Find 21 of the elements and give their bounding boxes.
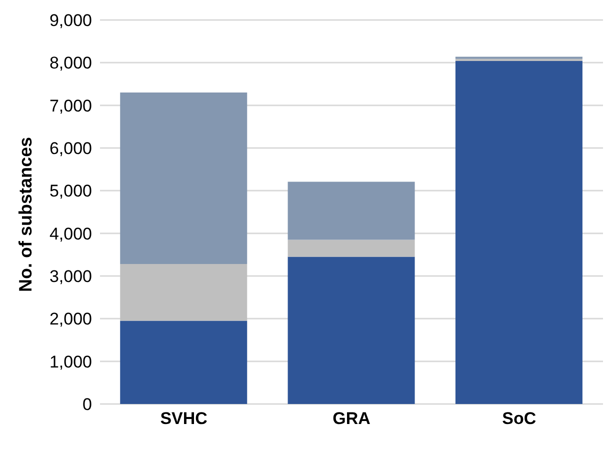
- y-tick-label: 2,000: [49, 310, 92, 329]
- y-tick-label: 5,000: [49, 182, 92, 201]
- y-tick-label: 9,000: [49, 11, 92, 30]
- y-tick-label: 7,000: [49, 96, 92, 116]
- y-tick-label: 6,000: [49, 139, 92, 158]
- y-axis-title: No. of substances: [15, 136, 36, 292]
- x-tick-label: SVHC: [160, 409, 208, 428]
- bar: [288, 240, 415, 257]
- bar: [120, 320, 248, 404]
- bar: [288, 182, 415, 240]
- y-tick-label: 4,000: [49, 224, 92, 244]
- bar: [455, 60, 582, 404]
- bar: [120, 92, 248, 264]
- bar: [120, 264, 248, 321]
- bar: [288, 256, 415, 404]
- x-tick-label: GRA: [332, 409, 370, 428]
- y-tick-label: 8,000: [49, 54, 92, 73]
- y-tick-label: 1,000: [49, 352, 92, 372]
- y-tick-label: 0: [82, 395, 92, 414]
- x-tick-label: SoC: [502, 409, 536, 428]
- y-tick-label: 3,000: [49, 267, 92, 286]
